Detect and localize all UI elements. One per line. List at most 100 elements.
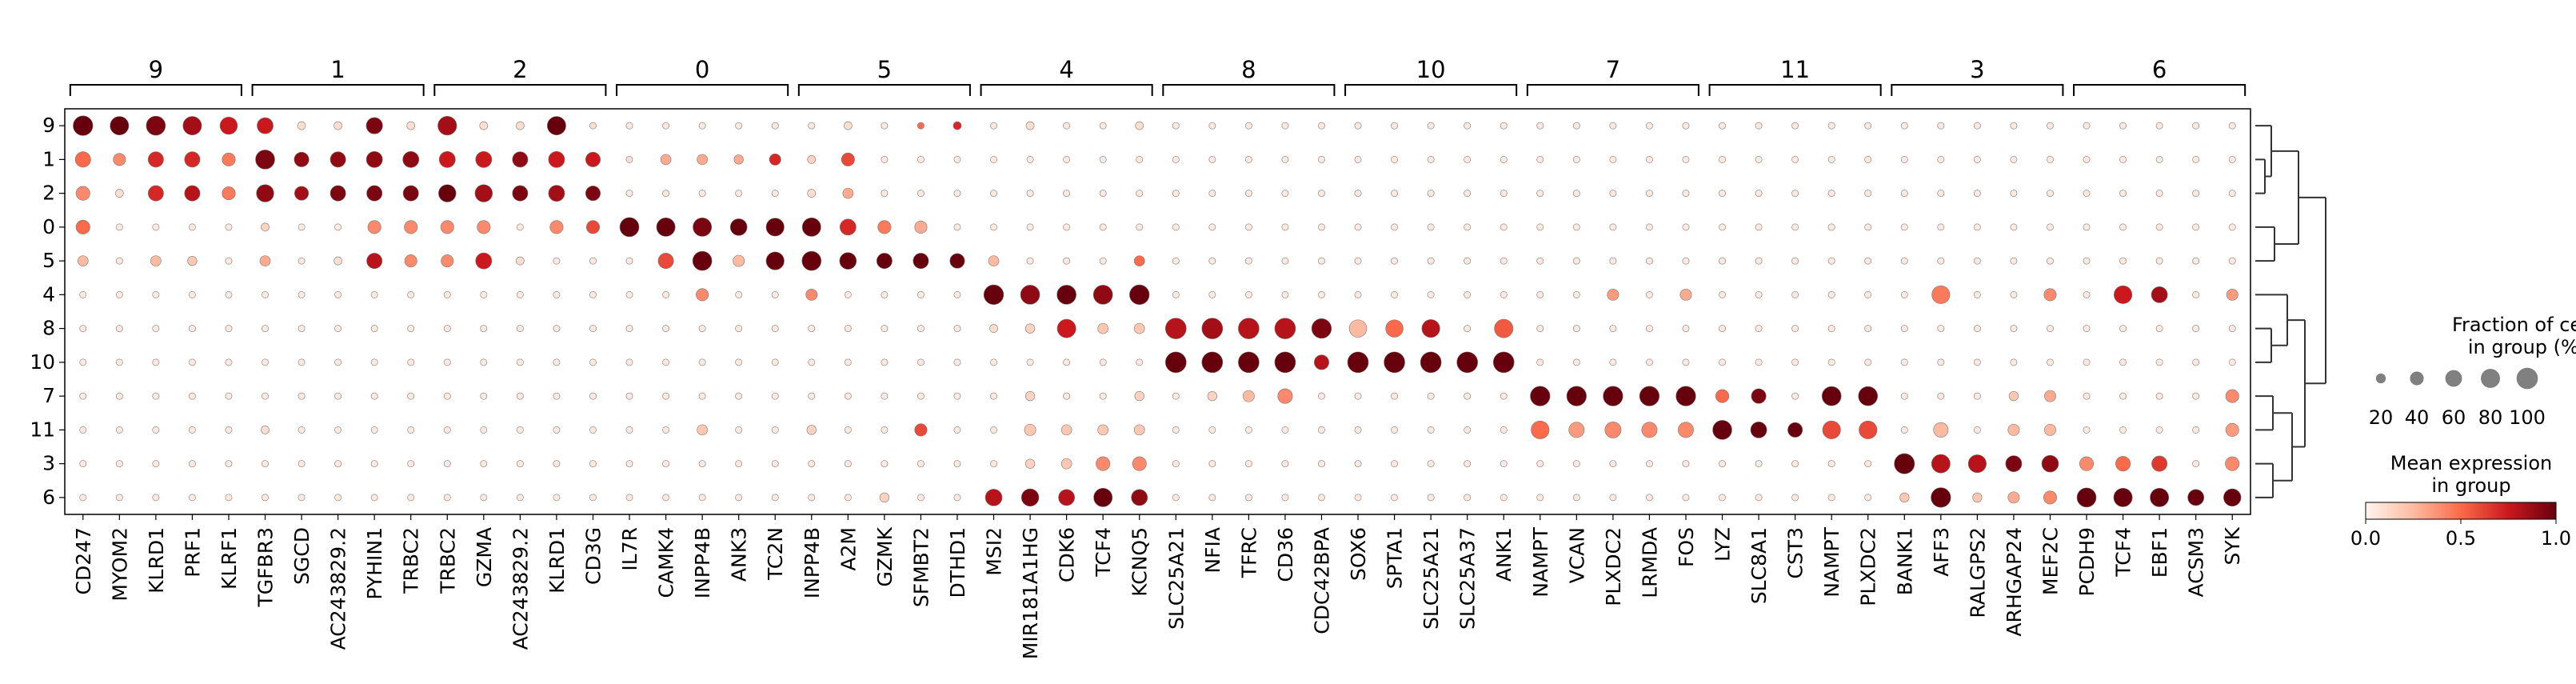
dot-marker — [839, 218, 857, 236]
dot-marker — [693, 217, 713, 237]
dot-marker — [262, 460, 269, 468]
dot-marker — [437, 116, 457, 136]
dot-marker — [1719, 290, 1726, 298]
dot-marker — [1281, 426, 1289, 434]
dot-marker — [443, 392, 451, 400]
dot-marker — [115, 223, 123, 231]
gene-label: ACSM3 — [2185, 527, 2208, 597]
dot-marker — [1572, 122, 1580, 130]
dot-marker — [1937, 325, 1945, 333]
dot-marker — [808, 358, 816, 366]
dot-marker — [2008, 391, 2019, 402]
gene-label: CST3 — [1784, 527, 1807, 579]
gene-label: CD247 — [72, 527, 95, 594]
dot-marker — [1172, 190, 1180, 198]
dot-marker — [334, 392, 342, 400]
dot-marker — [1172, 155, 1180, 163]
dot-marker — [2010, 223, 2018, 231]
dot-marker — [1937, 392, 1945, 400]
dot-marker — [735, 325, 743, 333]
gene-label: KLRF1 — [218, 527, 241, 590]
dot-marker — [1646, 358, 1653, 366]
dot-marker — [625, 460, 633, 468]
dot-marker — [1682, 460, 1690, 468]
dot-marker — [2083, 358, 2091, 366]
gene-label: AC243829.2 — [509, 527, 532, 650]
dot-marker — [1646, 122, 1653, 130]
dot-marker — [2155, 392, 2163, 400]
gene-label: INPP4B — [801, 527, 824, 598]
dot-marker — [1354, 257, 1362, 265]
dot-marker — [990, 155, 997, 163]
dot-marker — [1900, 358, 1908, 366]
group-bracket — [1526, 84, 1699, 96]
dot-marker — [1755, 290, 1763, 298]
group-label: 8 — [1241, 56, 1256, 83]
dot-marker — [298, 460, 306, 468]
dot-marker — [1536, 494, 1544, 502]
dot-marker — [662, 426, 669, 434]
dot-marker — [844, 426, 852, 434]
dot-marker — [1354, 290, 1362, 298]
dot-marker — [625, 392, 633, 400]
gene-label: KCNQ5 — [1128, 527, 1152, 597]
dot-marker — [407, 494, 415, 502]
gene-label: IL7R — [618, 527, 641, 571]
dot-marker — [988, 255, 1000, 266]
dot-marker — [2192, 460, 2200, 468]
dot-marker — [333, 256, 342, 266]
dot-marker — [79, 494, 87, 502]
dot-marker — [370, 358, 378, 366]
dot-marker — [953, 223, 961, 231]
dot-marker — [1201, 318, 1224, 339]
dot-marker — [225, 426, 233, 434]
dot-marker — [1318, 223, 1325, 231]
dot-marker — [1530, 386, 1551, 406]
dot-marker — [370, 290, 378, 298]
row-label: 10 — [30, 350, 55, 374]
dot-marker — [1827, 358, 1835, 366]
dot-marker — [1092, 285, 1113, 305]
dot-marker — [1026, 190, 1034, 198]
dot-marker — [953, 290, 961, 298]
dot-marker — [1391, 122, 1398, 130]
row-label: 4 — [42, 282, 55, 306]
dot-marker — [115, 460, 123, 468]
gene-label: SYK — [2221, 526, 2244, 565]
dot-marker — [1318, 494, 1325, 502]
gene-group-brackets: 9 1 2 0 5 4 8 10 7 11 3 6 — [69, 56, 2247, 96]
dot-marker — [698, 358, 706, 366]
dot-marker — [589, 257, 597, 265]
dot-marker — [2119, 122, 2127, 130]
size-legend-label: 60 — [2442, 406, 2466, 429]
dot-marker — [806, 425, 817, 435]
dot-marker — [808, 325, 816, 333]
dot-marker — [407, 460, 415, 468]
gene-label: CAMK4 — [655, 527, 678, 598]
dot-marker — [1427, 122, 1435, 130]
dot-marker — [334, 426, 342, 434]
dot-marker — [1864, 223, 1872, 231]
dot-marker — [1274, 318, 1296, 339]
dot-marker — [625, 155, 633, 163]
dot-marker — [1864, 494, 1872, 502]
dot-marker — [1900, 122, 1908, 130]
dot-marker — [75, 219, 90, 234]
dot-marker — [152, 494, 160, 502]
dot-marker — [990, 426, 997, 434]
dot-marker — [1056, 285, 1076, 305]
dot-marker — [990, 358, 997, 366]
dot-marker — [1354, 426, 1362, 434]
dot-marker — [1354, 190, 1362, 198]
dot-marker — [1646, 325, 1653, 333]
dot-marker — [1646, 190, 1653, 198]
dot-marker — [1536, 460, 1544, 468]
dot-marker — [984, 489, 1003, 506]
dot-marker — [365, 151, 383, 168]
dot-marker — [1238, 351, 1260, 374]
dot-marker — [953, 190, 961, 198]
dot-marker — [189, 460, 196, 468]
group-bracket — [1162, 84, 1336, 96]
group-bracket — [616, 84, 789, 96]
dot-marker — [1827, 257, 1835, 265]
